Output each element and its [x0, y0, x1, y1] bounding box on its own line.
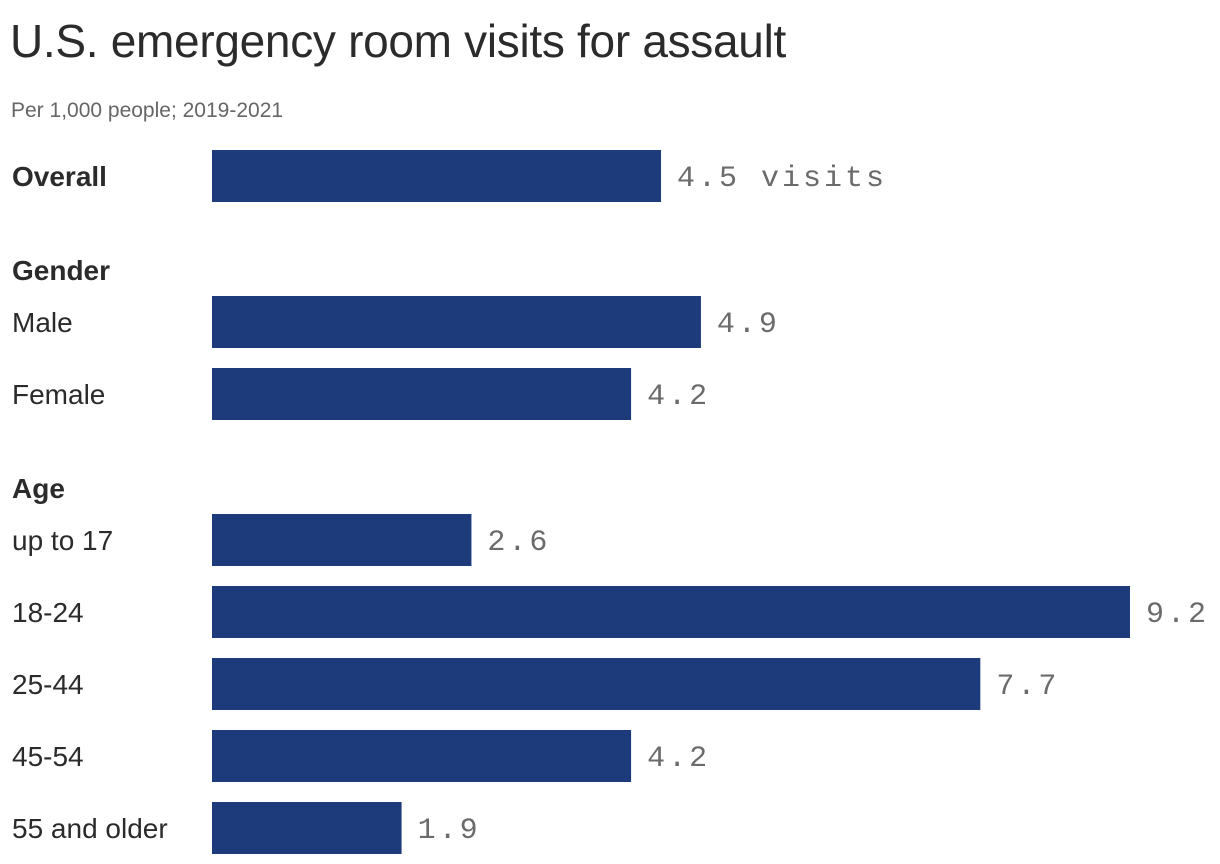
category-label-overall: Overall	[12, 161, 107, 192]
value-label-18-24: 9.2	[1146, 598, 1209, 632]
chart-title: U.S. emergency room visits for assault	[10, 15, 786, 67]
bar-female	[212, 368, 632, 420]
value-label-55-and-older: 1.9	[418, 814, 481, 848]
category-label-male: Male	[12, 307, 73, 338]
category-label-25-44: 25-44	[12, 669, 84, 700]
value-label-45-54: 4.2	[647, 742, 710, 776]
value-label-male: 4.9	[717, 308, 780, 342]
bar-overall	[212, 150, 662, 202]
chart-subtitle: Per 1,000 people; 2019-2021	[11, 99, 284, 122]
value-label-up-to-17: 2.6	[487, 526, 550, 560]
value-label-25-44: 7.7	[996, 670, 1059, 704]
bar-55-and-older	[212, 802, 402, 854]
category-label-45-54: 45-54	[12, 741, 84, 772]
group-header-gender: Gender	[12, 255, 110, 286]
bar-male	[212, 296, 701, 348]
category-label-18-24: 18-24	[12, 597, 84, 628]
category-label-55-and-older: 55 and older	[12, 813, 168, 844]
group-header-age: Age	[12, 473, 65, 504]
category-label-female: Female	[12, 379, 105, 410]
bar-25-44	[212, 658, 981, 710]
bar-18-24	[212, 586, 1130, 638]
value-label-female: 4.2	[647, 380, 710, 414]
bar-45-54	[212, 730, 632, 782]
value-label-overall: 4.5 visits	[677, 162, 887, 196]
category-label-up-to-17: up to 17	[12, 525, 113, 556]
bar-up-to-17	[212, 514, 472, 566]
